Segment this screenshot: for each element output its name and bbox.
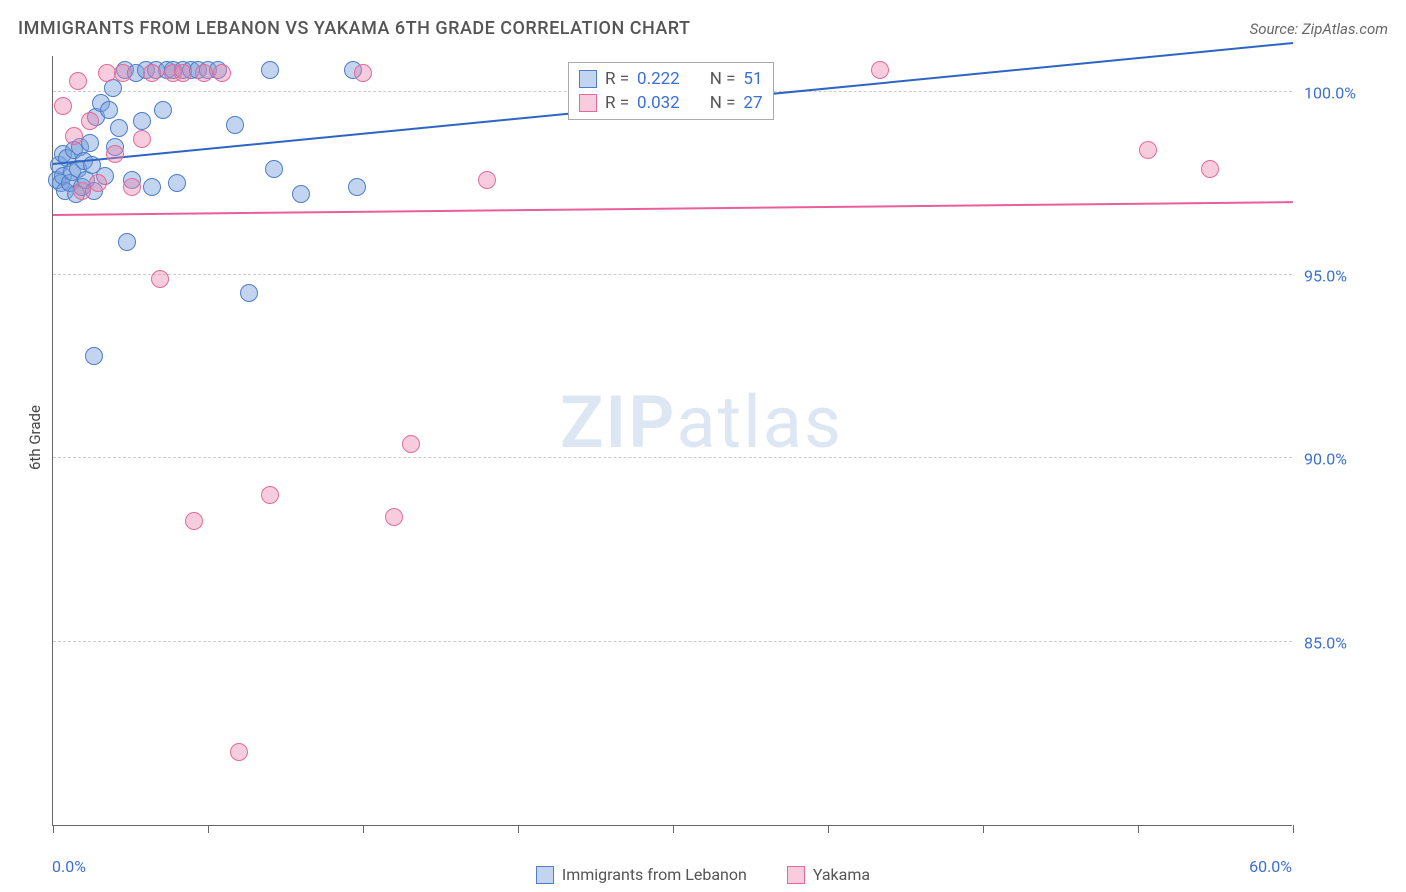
data-point	[114, 64, 132, 82]
y-tick-label: 95.0%	[1304, 267, 1396, 286]
legend-row: R = 0.032 N = 27	[579, 91, 763, 115]
data-point	[185, 512, 203, 530]
data-point	[168, 174, 186, 192]
data-point	[265, 160, 283, 178]
data-point	[73, 182, 91, 200]
legend-label: Yakama	[813, 865, 870, 884]
data-point	[230, 743, 248, 761]
source-attribution: Source: ZipAtlas.com	[1250, 20, 1388, 38]
data-point	[143, 64, 161, 82]
correlation-legend: R = 0.222 N = 51 R = 0.032 N = 27	[568, 62, 774, 120]
x-tick	[828, 825, 829, 833]
x-tick	[1293, 825, 1294, 833]
legend-item: Yakama	[787, 865, 870, 884]
plot-area	[52, 56, 1292, 826]
legend-row: R = 0.222 N = 51	[579, 67, 763, 91]
y-tick-label: 90.0%	[1304, 450, 1396, 469]
data-point	[106, 145, 124, 163]
x-tick	[363, 825, 364, 833]
data-point	[402, 435, 420, 453]
data-point	[89, 174, 107, 192]
data-point	[143, 178, 161, 196]
x-tick	[53, 825, 54, 833]
legend-swatch	[579, 70, 597, 88]
data-point	[65, 127, 83, 145]
x-tick	[673, 825, 674, 833]
data-point	[354, 64, 372, 82]
legend-n-label: N =	[710, 69, 736, 89]
chart-title: IMMIGRANTS FROM LEBANON VS YAKAMA 6TH GR…	[18, 18, 691, 39]
data-point	[85, 347, 103, 365]
legend-swatch	[579, 94, 597, 112]
data-point	[261, 486, 279, 504]
data-point	[81, 134, 99, 152]
data-point	[81, 112, 99, 130]
gridline	[53, 457, 1292, 458]
data-point	[261, 61, 279, 79]
legend-r-label: R =	[605, 93, 629, 113]
legend-swatch	[536, 866, 554, 884]
data-point	[100, 101, 118, 119]
legend-n-value: 51	[743, 69, 762, 89]
y-axis-label: 6th Grade	[26, 405, 44, 470]
data-point	[292, 185, 310, 203]
legend-r-value: 0.032	[637, 93, 680, 113]
data-point	[1201, 160, 1219, 178]
data-point	[118, 233, 136, 251]
legend-item: Immigrants from Lebanon	[536, 865, 747, 884]
legend-n-label: N =	[710, 93, 736, 113]
data-point	[54, 97, 72, 115]
gridline	[53, 641, 1292, 642]
data-point	[123, 178, 141, 196]
trend-line	[53, 202, 1293, 217]
data-point	[195, 64, 213, 82]
legend-swatch	[787, 866, 805, 884]
data-point	[240, 284, 258, 302]
data-point	[154, 101, 172, 119]
legend-r-value: 0.222	[637, 69, 680, 89]
data-point	[1139, 141, 1157, 159]
series-legend: Immigrants from Lebanon Yakama	[0, 865, 1406, 884]
data-point	[151, 270, 169, 288]
data-point	[478, 171, 496, 189]
legend-label: Immigrants from Lebanon	[562, 865, 747, 884]
data-point	[871, 61, 889, 79]
legend-r-label: R =	[605, 69, 629, 89]
y-tick-label: 85.0%	[1304, 633, 1396, 652]
x-tick	[518, 825, 519, 833]
data-point	[226, 116, 244, 134]
x-tick	[1138, 825, 1139, 833]
data-point	[213, 64, 231, 82]
data-point	[385, 508, 403, 526]
data-point	[133, 112, 151, 130]
data-point	[348, 178, 366, 196]
gridline	[53, 274, 1292, 275]
legend-n-value: 27	[743, 93, 762, 113]
x-tick-label: 60.0%	[1249, 857, 1292, 876]
data-point	[98, 64, 116, 82]
x-tick	[983, 825, 984, 833]
x-tick-label: 0.0%	[52, 857, 86, 876]
y-tick-label: 100.0%	[1304, 83, 1396, 102]
data-point	[110, 119, 128, 137]
data-point	[174, 64, 192, 82]
data-point	[133, 130, 151, 148]
data-point	[69, 72, 87, 90]
x-tick	[208, 825, 209, 833]
